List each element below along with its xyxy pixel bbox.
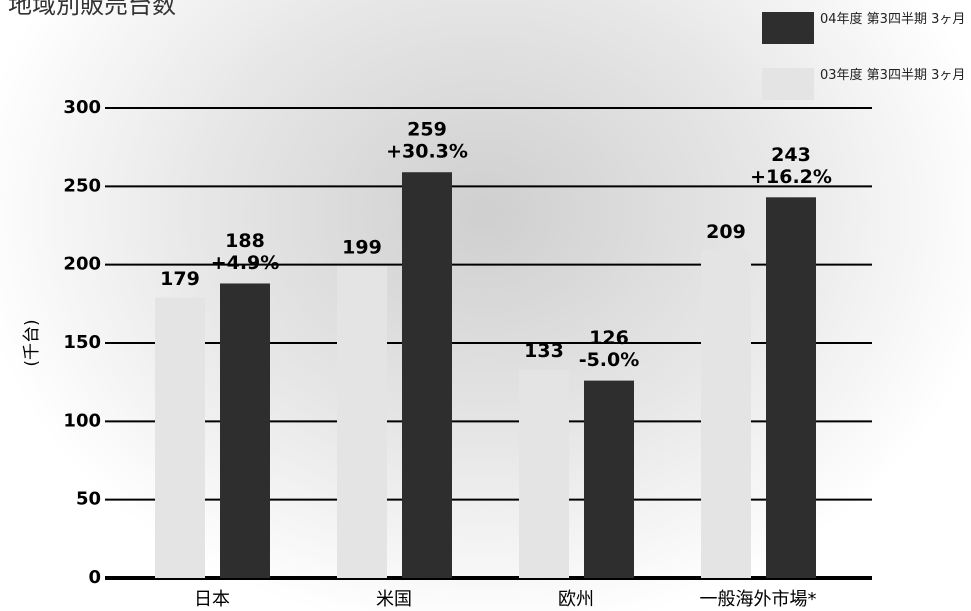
bar	[155, 297, 205, 578]
legend-item: 04年度 第3四半期 3ヶ月	[762, 12, 970, 44]
value-label: 243	[771, 144, 811, 166]
bar	[402, 172, 452, 578]
y-tick-label: 200	[63, 254, 101, 275]
legend-label: 03年度 第3四半期 3ヶ月	[820, 68, 966, 83]
chart-title: 地域別販売台数	[8, 0, 176, 19]
bar	[337, 266, 387, 578]
x-tick-label: 米国	[376, 589, 412, 610]
value-label: 188	[225, 230, 265, 252]
value-label: 133	[524, 340, 564, 362]
bar	[701, 250, 751, 579]
bar	[220, 283, 270, 578]
change-label: +4.9%	[211, 252, 280, 274]
bar	[584, 380, 634, 578]
value-label: 209	[706, 221, 746, 243]
value-label: 199	[342, 237, 382, 259]
legend-swatch	[762, 68, 814, 100]
value-label: 179	[160, 268, 200, 290]
change-label: +16.2%	[750, 166, 832, 188]
legend-item: 03年度 第3四半期 3ヶ月	[762, 68, 970, 100]
x-tick-label: 日本	[194, 589, 230, 610]
y-tick-label: 100	[63, 410, 101, 431]
x-tick-label: 欧州	[558, 589, 594, 610]
y-tick-label: 250	[63, 175, 101, 196]
y-tick-label: 150	[63, 332, 101, 353]
change-label: +30.3%	[386, 141, 468, 163]
bar	[519, 369, 569, 578]
legend-label: 04年度 第3四半期 3ヶ月	[820, 12, 966, 27]
value-label: 259	[407, 119, 447, 141]
x-tick-label: 一般海外市場*	[700, 589, 817, 610]
value-label: 126	[589, 327, 629, 349]
bar	[766, 197, 816, 579]
y-tick-label: 50	[76, 489, 101, 510]
change-label: -5.0%	[579, 349, 640, 371]
y-axis-label: (千台)	[22, 319, 42, 366]
y-tick-label: 300	[63, 97, 101, 118]
y-tick-label: 0	[88, 567, 101, 588]
legend-swatch	[762, 12, 814, 44]
